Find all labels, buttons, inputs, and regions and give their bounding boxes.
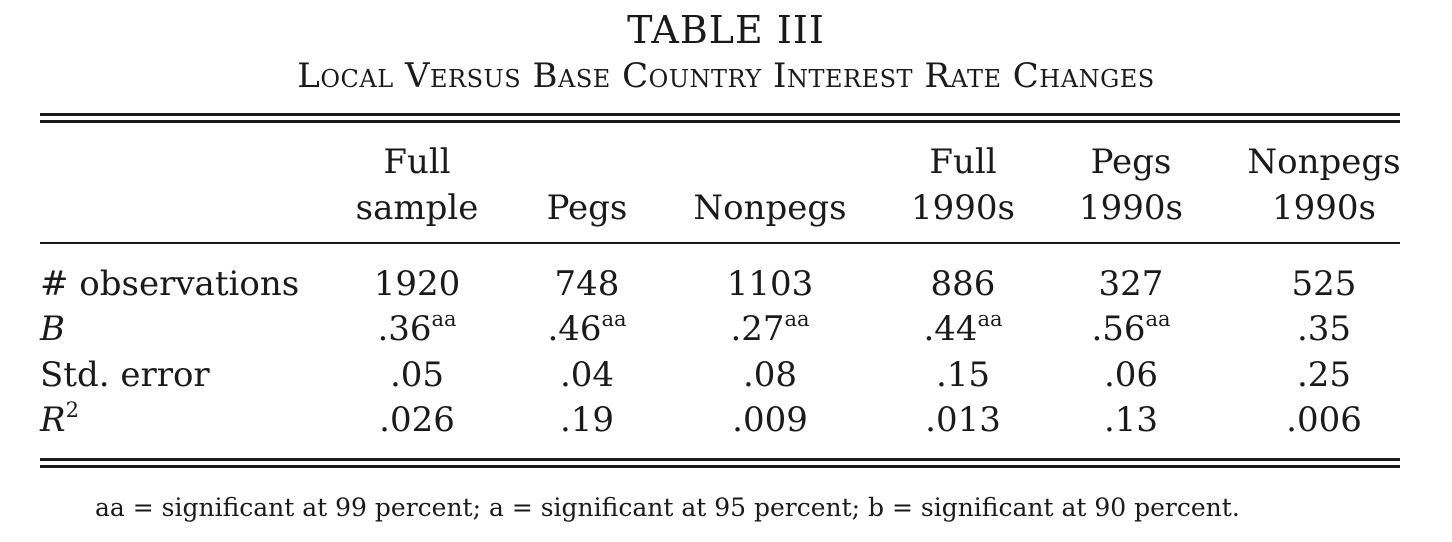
column-header-line1 — [487, 139, 687, 185]
significance-marker: aa — [977, 307, 1003, 331]
cell-value: .013 — [925, 400, 1001, 440]
significance-marker: aa — [1145, 307, 1171, 331]
column-header-nonpegs-1990s: Nonpegs 1990s — [1224, 139, 1424, 231]
cell-value: .13 — [1103, 400, 1159, 440]
row-label-b: B — [40, 306, 65, 352]
table-cell: .013 — [863, 397, 1063, 443]
table-cell: .04 — [487, 352, 687, 398]
cell-value: .006 — [1286, 400, 1362, 440]
column-header-line2: 1990s — [1079, 188, 1183, 228]
table-subtitle: Local Versus Base Country Interest Rate … — [297, 56, 1155, 96]
table-cell: .25 — [1224, 352, 1424, 398]
cell-value: .36 — [377, 309, 432, 349]
cell-value: .56 — [1091, 309, 1146, 349]
bottom-rule-1 — [40, 458, 1400, 461]
cell-value: .27 — [730, 309, 785, 349]
column-header-line1: Full — [383, 142, 451, 182]
table-cell: .44aa — [863, 306, 1063, 356]
cell-value: 1920 — [373, 264, 461, 304]
table-cell: .15 — [863, 352, 1063, 398]
table-cell: .27aa — [670, 306, 870, 356]
column-header-line2: Pegs — [546, 188, 628, 228]
row-label-observations: # observations — [40, 264, 300, 304]
column-header-line1: Full — [929, 142, 997, 182]
table-cell: 327 — [1031, 261, 1231, 307]
cell-value: 748 — [554, 264, 620, 304]
row-label-std-error: Std. error — [40, 355, 210, 395]
cell-value: .009 — [732, 400, 808, 440]
cell-value: .08 — [742, 355, 798, 395]
column-header-line2: sample — [355, 188, 479, 228]
significance-marker: aa — [784, 307, 810, 331]
column-header-full-1990s: Full 1990s — [863, 139, 1063, 231]
table-cell: .36aa — [317, 306, 517, 356]
table-cell: 1920 — [317, 261, 517, 307]
cell-value: .06 — [1103, 355, 1159, 395]
top-rule-1 — [40, 113, 1400, 116]
cell-value: .35 — [1296, 309, 1352, 349]
column-header-line1: Nonpegs — [1247, 142, 1401, 182]
table-title: TABLE III — [627, 8, 825, 52]
column-header-pegs: Pegs — [487, 139, 687, 231]
table-cell: .026 — [317, 397, 517, 443]
table-cell: .006 — [1224, 397, 1424, 443]
cell-value: .46 — [547, 309, 602, 349]
cell-value: 327 — [1098, 264, 1164, 304]
column-header-pegs-1990s: Pegs 1990s — [1031, 139, 1231, 231]
header-rule — [40, 242, 1400, 244]
table-cell: .06 — [1031, 352, 1231, 398]
cell-value: .05 — [389, 355, 445, 395]
cell-value: .25 — [1296, 355, 1352, 395]
table-cell: .19 — [487, 397, 687, 443]
column-header-line2: 1990s — [911, 188, 1015, 228]
row-label-r-text: R — [40, 400, 66, 440]
bottom-rule-2 — [40, 465, 1400, 468]
column-header-line2: Nonpegs — [693, 188, 847, 228]
significance-marker: aa — [431, 307, 457, 331]
significance-marker: aa — [601, 307, 627, 331]
cell-value: 1103 — [726, 264, 814, 304]
table-cell: .08 — [670, 352, 870, 398]
table-cell: 886 — [863, 261, 1063, 307]
cell-value: .026 — [379, 400, 455, 440]
row-label-r-superscript: 2 — [65, 398, 79, 422]
cell-value: .19 — [559, 400, 615, 440]
column-header-nonpegs: Nonpegs — [670, 139, 870, 231]
top-rule-2 — [40, 120, 1400, 123]
cell-value: 525 — [1291, 264, 1357, 304]
cell-value: .15 — [935, 355, 991, 395]
table-cell: .13 — [1031, 397, 1231, 443]
column-header-line1: Pegs — [1090, 142, 1172, 182]
table-cell: 1103 — [670, 261, 870, 307]
table-cell: .56aa — [1031, 306, 1231, 356]
column-header-line1 — [670, 139, 870, 185]
cell-value: .44 — [923, 309, 978, 349]
cell-value: .04 — [559, 355, 615, 395]
cell-value: 886 — [930, 264, 996, 304]
table-cell: .35 — [1224, 306, 1424, 352]
table-cell: .05 — [317, 352, 517, 398]
table-cell: .009 — [670, 397, 870, 443]
table-cell: .46aa — [487, 306, 687, 356]
column-header-full-sample: Full sample — [317, 139, 517, 231]
table-cell: 525 — [1224, 261, 1424, 307]
row-label-b-text: B — [40, 309, 65, 349]
row-label-r-squared: R2 — [40, 397, 79, 447]
column-header-line2: 1990s — [1272, 188, 1376, 228]
table-footnote: aa = significant at 99 percent; a = sign… — [95, 493, 1240, 522]
table-cell: 748 — [487, 261, 687, 307]
